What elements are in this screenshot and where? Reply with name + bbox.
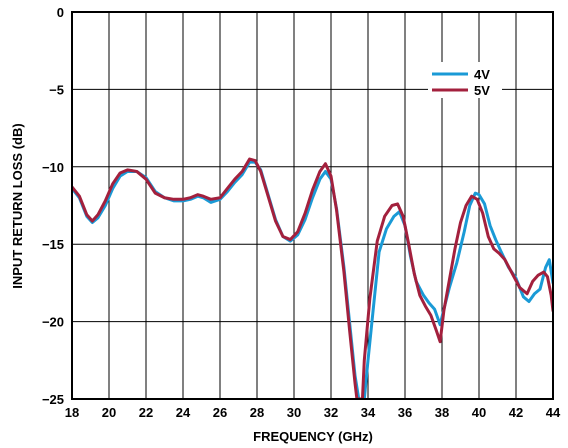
y-tick-label: −10 — [42, 160, 64, 175]
x-tick-label: 36 — [398, 405, 412, 420]
y-tick-label: −15 — [42, 237, 64, 252]
y-tick-label: 0 — [57, 5, 64, 20]
series-line-4v — [72, 160, 553, 399]
x-tick-label: 28 — [250, 405, 264, 420]
tick-labels: 18 20 22 24 26 28 30 32 34 36 38 40 42 44 0 −5 −10 −15 −20… — [42, 5, 561, 420]
legend-label-4v: 4V — [474, 67, 490, 82]
x-tick-label: 18 — [65, 405, 79, 420]
x-tick-label: 30 — [287, 405, 301, 420]
legend-background — [428, 62, 502, 98]
x-tick-label: 22 — [139, 405, 153, 420]
y-tick-label: −25 — [42, 392, 64, 407]
series-lines — [72, 157, 553, 399]
x-tick-label: 24 — [176, 405, 191, 420]
x-tick-label: 42 — [509, 405, 523, 420]
x-tick-label: 32 — [324, 405, 338, 420]
x-tick-label: 38 — [435, 405, 449, 420]
legend-label-5v: 5V — [474, 83, 490, 98]
x-tick-label: 34 — [361, 405, 376, 420]
y-tick-label: −5 — [49, 82, 64, 97]
x-tick-label: 40 — [472, 405, 486, 420]
x-tick-label: 20 — [102, 405, 116, 420]
x-tick-label: 44 — [546, 405, 561, 420]
y-axis-label: INPUT RETURN LOSS (dB) — [10, 123, 25, 288]
series-line-5v — [72, 157, 553, 399]
plot-frame — [71, 11, 554, 400]
plot-border — [71, 11, 554, 400]
y-tick-label: −20 — [42, 315, 64, 330]
x-tick-label: 26 — [213, 405, 227, 420]
x-axis-label: FREQUENCY (GHz) — [253, 429, 373, 444]
